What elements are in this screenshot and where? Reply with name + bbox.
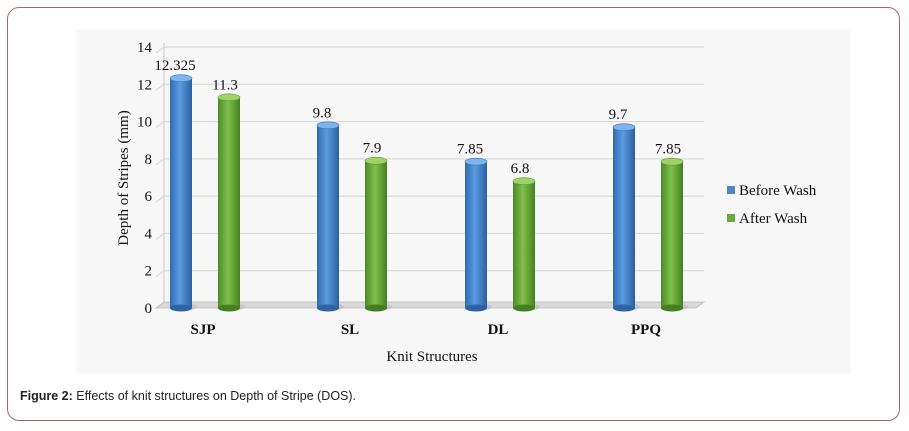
gridline	[155, 83, 704, 91]
bar-base-cap	[513, 304, 535, 312]
y-tick-label: 12	[137, 77, 152, 93]
y-axis-title: Depth of Stripes (mm)	[116, 110, 132, 245]
y-tick-label: 6	[145, 189, 153, 205]
caption-label: Figure 2:	[20, 389, 73, 403]
bar-base-cap	[170, 304, 192, 312]
y-tick-label: 14	[137, 40, 153, 56]
bar-top-cap	[169, 74, 193, 83]
bar-after-wash-dl	[513, 181, 535, 308]
data-label: 11.3	[212, 77, 238, 93]
y-tick-label: 0	[145, 301, 153, 317]
y-tick-label: 8	[145, 152, 153, 168]
data-label: 9.8	[313, 105, 332, 121]
data-label: 12.325	[154, 58, 195, 74]
bar-top-cap	[464, 157, 488, 166]
bar-before-wash-sjp	[170, 78, 192, 308]
bar-after-wash-ppq	[661, 161, 683, 308]
data-label: 7.9	[363, 141, 382, 157]
bar-before-wash-dl	[465, 161, 487, 308]
gridline	[155, 121, 704, 128]
y-tick-label: 4	[145, 226, 153, 242]
x-tick-label: SL	[341, 322, 359, 338]
x-tick-label: PPQ	[631, 322, 661, 338]
bar-base-cap	[613, 304, 635, 312]
bar-top-cap	[660, 157, 684, 166]
bar-top-cap	[612, 123, 636, 131]
legend-label-0: Before Wash	[739, 183, 817, 199]
data-label: 9.7	[609, 107, 628, 123]
bar-top-cap	[316, 121, 340, 130]
x-tick-label: SJP	[190, 322, 215, 338]
legend-swatch-0	[727, 186, 735, 194]
bar-before-wash-sl	[317, 125, 339, 308]
bar-chart: 0 2 4 6 8 10 12 14 SJP SL DL PPQ 12.325 11.3 9.8 7.9 7.…	[116, 40, 817, 365]
legend-swatch-1	[727, 214, 735, 222]
data-label: 6.8	[511, 161, 530, 177]
bar-base-cap	[465, 304, 487, 312]
data-label: 7.85	[457, 142, 483, 158]
figure-frame: 0 2 4 6 8 10 12 14 SJP SL DL PPQ 12.325 11.3 9.8 7.9 7.…	[7, 7, 900, 421]
x-tick-label: DL	[488, 322, 509, 338]
legend-label-1: After Wash	[739, 211, 808, 227]
gridline	[155, 158, 704, 166]
bar-before-wash-ppq	[613, 127, 635, 309]
bar-base-cap	[661, 304, 683, 312]
figure-caption: Figure 2: Effects of knit structures on …	[20, 389, 356, 403]
y-tick-label: 10	[137, 115, 152, 131]
bar-base-cap	[218, 304, 240, 312]
bar-top-cap	[512, 177, 536, 186]
bar-top-cap	[217, 93, 241, 102]
bar-after-wash-sl	[365, 160, 387, 308]
data-label: 7.85	[655, 142, 681, 158]
gridline	[155, 46, 704, 54]
chart-container: 0 2 4 6 8 10 12 14 SJP SL DL PPQ 12.325 11.3 9.8 7.9 7.…	[76, 30, 850, 374]
bar-base-cap	[317, 304, 339, 312]
bar-base-cap	[365, 304, 387, 312]
bar-top-cap	[364, 156, 388, 165]
x-axis-title: Knit Structures	[386, 349, 477, 365]
bar-after-wash-sjp	[218, 97, 240, 308]
caption-text: Effects of knit structures on Depth of S…	[72, 389, 357, 403]
y-tick-label: 2	[145, 264, 153, 280]
